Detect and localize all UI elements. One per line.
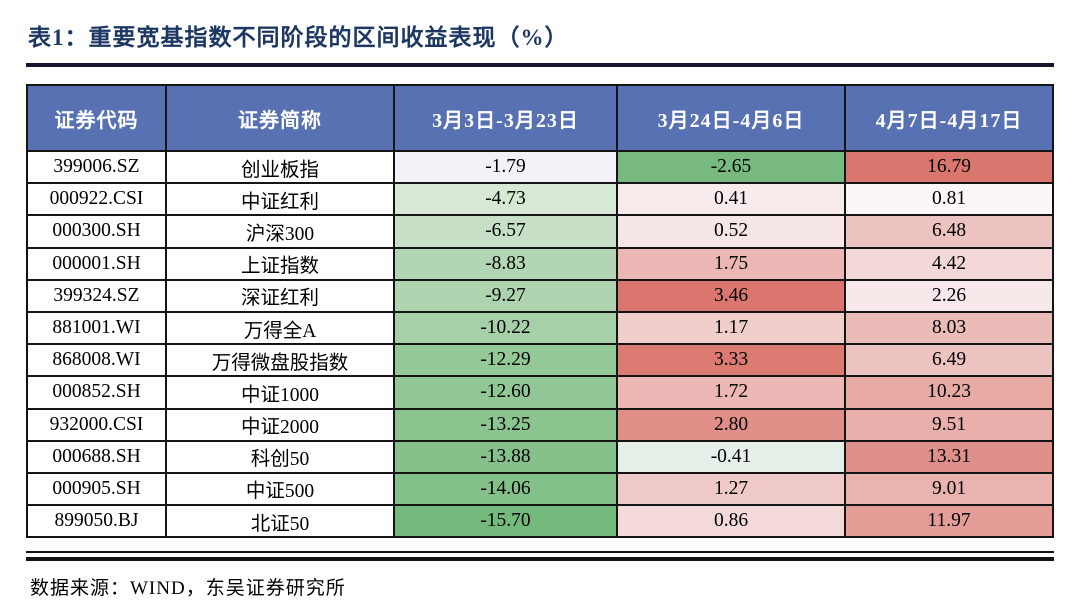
return-period-3-cell: 9.51 — [844, 407, 1054, 442]
security-code-cell: 899050.BJ — [26, 504, 167, 539]
return-period-1-cell: -12.60 — [393, 375, 618, 410]
return-period-1-cell: -4.73 — [393, 182, 618, 217]
return-period-1-cell: -1.79 — [393, 149, 618, 185]
figure-title: 表1：重要宽基指数不同阶段的区间收益表现（%） — [28, 25, 569, 50]
security-code-cell: 868008.WI — [26, 343, 167, 378]
return-period-2-cell: 3.46 — [616, 278, 846, 313]
footer-double-rule — [26, 551, 1054, 562]
security-name-cell: 上证指数 — [165, 246, 395, 281]
header-security-name: 证券简称 — [165, 84, 395, 152]
title-divider — [26, 63, 1054, 67]
return-period-3-cell: 9.01 — [844, 471, 1054, 507]
return-period-2-cell: -0.41 — [616, 439, 846, 474]
return-period-2-cell: 1.72 — [616, 375, 846, 410]
table-row: 868008.WI 万得微盘股指数 -12.29 3.33 6.49 — [26, 343, 1054, 378]
header-period-3: 4月7日-4月17日 — [844, 84, 1054, 152]
security-code-cell: 000905.SH — [26, 471, 167, 507]
return-period-2-cell: 2.80 — [616, 407, 846, 442]
security-code-cell: 000001.SH — [26, 246, 167, 281]
table-header-row: 证券代码 证券简称 3月3日-3月23日 3月24日-4月6日 4月7日-4月1… — [26, 84, 1054, 152]
return-period-1-cell: -9.27 — [393, 278, 618, 313]
security-name-cell: 中证500 — [165, 471, 395, 507]
header-period-2: 3月24日-4月6日 — [616, 84, 846, 152]
return-period-2-cell: 0.52 — [616, 214, 846, 249]
table-row: 899050.BJ 北证50 -15.70 0.86 11.97 — [26, 504, 1054, 539]
return-period-2-cell: 1.75 — [616, 246, 846, 281]
return-period-3-cell: 8.03 — [844, 310, 1054, 346]
security-name-cell: 万得微盘股指数 — [165, 343, 395, 378]
header-period-1: 3月3日-3月23日 — [393, 84, 618, 152]
return-period-1-cell: -14.06 — [393, 471, 618, 507]
data-source-note: 数据来源：WIND，东吴证券研究所 — [30, 578, 346, 600]
security-name-cell: 中证1000 — [165, 375, 395, 410]
return-period-3-cell: 2.26 — [844, 278, 1054, 313]
security-code-cell: 000300.SH — [26, 214, 167, 249]
table-row: 000300.SH 沪深300 -6.57 0.52 6.48 — [26, 214, 1054, 249]
security-name-cell: 创业板指 — [165, 149, 395, 185]
return-period-2-cell: 3.33 — [616, 343, 846, 378]
return-period-3-cell: 11.97 — [844, 504, 1054, 539]
security-code-cell: 000922.CSI — [26, 182, 167, 217]
index-returns-table: 证券代码 证券简称 3月3日-3月23日 3月24日-4月6日 4月7日-4月1… — [26, 84, 1054, 539]
footer-rule-thick — [26, 557, 1054, 562]
return-period-1-cell: -10.22 — [393, 310, 618, 346]
security-code-cell: 000688.SH — [26, 439, 167, 474]
return-period-1-cell: -8.83 — [393, 246, 618, 281]
return-period-3-cell: 0.81 — [844, 182, 1054, 217]
security-code-cell: 881001.WI — [26, 310, 167, 346]
return-period-1-cell: -15.70 — [393, 504, 618, 539]
return-period-3-cell: 6.49 — [844, 343, 1054, 378]
return-period-2-cell: -2.65 — [616, 149, 846, 185]
security-name-cell: 科创50 — [165, 439, 395, 474]
return-period-2-cell: 1.17 — [616, 310, 846, 346]
return-period-1-cell: -13.88 — [393, 439, 618, 474]
security-name-cell: 沪深300 — [165, 214, 395, 249]
security-code-cell: 399324.SZ — [26, 278, 167, 313]
return-period-2-cell: 0.41 — [616, 182, 846, 217]
security-name-cell: 中证红利 — [165, 182, 395, 217]
security-name-cell: 万得全A — [165, 310, 395, 346]
return-period-1-cell: -12.29 — [393, 343, 618, 378]
security-name-cell: 中证2000 — [165, 407, 395, 442]
return-period-3-cell: 4.42 — [844, 246, 1054, 281]
table-row: 399324.SZ 深证红利 -9.27 3.46 2.26 — [26, 278, 1054, 313]
return-period-3-cell: 6.48 — [844, 214, 1054, 249]
table-row: 000001.SH 上证指数 -8.83 1.75 4.42 — [26, 246, 1054, 281]
security-code-cell: 000852.SH — [26, 375, 167, 410]
return-period-1-cell: -6.57 — [393, 214, 618, 249]
return-period-3-cell: 16.79 — [844, 149, 1054, 185]
security-code-cell: 932000.CSI — [26, 407, 167, 442]
table-row: 399006.SZ 创业板指 -1.79 -2.65 16.79 — [26, 149, 1054, 185]
return-period-3-cell: 10.23 — [844, 375, 1054, 410]
security-name-cell: 深证红利 — [165, 278, 395, 313]
return-period-1-cell: -13.25 — [393, 407, 618, 442]
security-code-cell: 399006.SZ — [26, 149, 167, 185]
header-security-code: 证券代码 — [26, 84, 167, 152]
return-period-2-cell: 0.86 — [616, 504, 846, 539]
table-body: 399006.SZ 创业板指 -1.79 -2.65 16.79 000922.CSI 中证… — [26, 149, 1054, 539]
return-period-3-cell: 13.31 — [844, 439, 1054, 474]
table-row: 932000.CSI 中证2000 -13.25 2.80 9.51 — [26, 407, 1054, 442]
footer-rule-thin — [26, 551, 1054, 554]
table-row: 000922.CSI 中证红利 -4.73 0.41 0.81 — [26, 182, 1054, 217]
table-row: 000852.SH 中证1000 -12.60 1.72 10.23 — [26, 375, 1054, 410]
table-row: 000688.SH 科创50 -13.88 -0.41 13.31 — [26, 439, 1054, 474]
table-row: 881001.WI 万得全A -10.22 1.17 8.03 — [26, 310, 1054, 346]
security-name-cell: 北证50 — [165, 504, 395, 539]
return-period-2-cell: 1.27 — [616, 471, 846, 507]
table-row: 000905.SH 中证500 -14.06 1.27 9.01 — [26, 471, 1054, 507]
